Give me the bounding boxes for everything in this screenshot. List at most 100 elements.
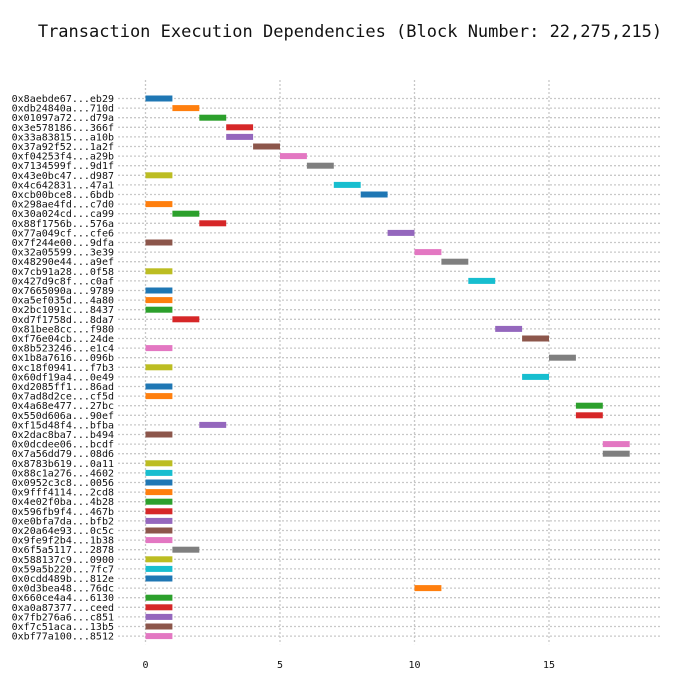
transaction-bar	[145, 287, 173, 294]
transaction-label: 0x59a5b220...7fc7	[12, 564, 114, 575]
transaction-bar	[522, 335, 549, 342]
transaction-label: 0xf04253f4...a29b	[12, 152, 114, 163]
transaction-bar	[145, 201, 173, 208]
transaction-label: 0xc18f0941...f7b3	[12, 363, 114, 374]
transaction-bar	[414, 585, 442, 592]
x-tick-labels: 0 5 10 15	[142, 660, 555, 671]
transaction-bar	[145, 556, 173, 563]
transaction-bar	[226, 133, 254, 140]
transaction-bar	[172, 546, 200, 553]
transaction-label: 0xf76e04cb...24de	[12, 334, 114, 345]
transaction-label: 0x8b523246...e1c4	[12, 344, 114, 355]
transaction-label: 0x37a92f52...1a2f	[12, 142, 114, 153]
transaction-bar	[145, 633, 173, 640]
transaction-label: 0x7cb91a28...0f58	[12, 267, 114, 278]
transaction-bar	[145, 469, 173, 476]
transaction-label: 0xe0bfa7da...bfb2	[12, 516, 114, 527]
transaction-label: 0x48290e44...a9ef	[12, 257, 114, 268]
transaction-label: 0x88f1756b...576a	[12, 219, 114, 230]
transaction-label: 0x660ce4a4...6130	[12, 593, 114, 604]
transaction-label: 0x4c642831...47a1	[12, 180, 114, 191]
transaction-bar	[145, 393, 173, 400]
transaction-bar	[145, 345, 173, 352]
transaction-label: 0x30a024cd...ca99	[12, 209, 114, 220]
transaction-label: 0x596fb9f4...467b	[12, 507, 114, 518]
transaction-label: 0x588137c9...0900	[12, 555, 114, 566]
transaction-label: 0xa5ef035d...4a80	[12, 296, 114, 307]
transaction-label: 0x01097a72...d79a	[12, 113, 114, 124]
transaction-bar	[253, 143, 280, 150]
transaction-label: 0x7f244e00...9dfa	[12, 238, 114, 249]
transaction-label: 0x427d9c8f...c0af	[12, 276, 114, 287]
transaction-bar	[172, 105, 200, 112]
transaction-label: 0x2bc1091c...8437	[12, 305, 114, 316]
transaction-bar	[145, 498, 173, 505]
transaction-label: 0x32a05599...3e39	[12, 248, 114, 259]
transaction-label: 0x9fe9f2b4...1b38	[12, 536, 114, 547]
transaction-label: 0x8783b619...0a11	[12, 459, 114, 470]
transaction-bar	[145, 297, 173, 304]
transaction-label: 0x0cdd489b...812e	[12, 574, 114, 585]
y-tick-labels: 0x8aebde67...eb290xdb24840a...710d0x0109…	[12, 94, 114, 643]
transaction-label: 0x0952c3c8...0056	[12, 478, 114, 489]
transaction-label: 0xd2085ff1...86ad	[12, 382, 114, 393]
transaction-label: 0x77a049cf...cfe6	[12, 228, 114, 239]
transaction-label: 0x7a56dd79...08d6	[12, 449, 114, 460]
grid-layer	[118, 80, 660, 645]
transaction-label: 0x33a83815...a10b	[12, 132, 114, 143]
x-tick-label: 10	[408, 660, 420, 671]
transaction-label: 0x20a64e93...0c5c	[12, 526, 114, 537]
transaction-label: 0x4a68e477...27bc	[12, 401, 114, 412]
transaction-label: 0x60df19a4...0e49	[12, 372, 114, 383]
transaction-label: 0x1b8a7616...096b	[12, 353, 114, 364]
transaction-bar	[145, 383, 173, 390]
transaction-label: 0x81bee8cc...f980	[12, 324, 114, 335]
transaction-bar	[575, 402, 603, 409]
transaction-bar	[145, 508, 173, 515]
transaction-label: 0xd7f1758d...8da7	[12, 315, 114, 326]
transaction-label: 0xf15d48f4...bfba	[12, 420, 114, 431]
transaction-label: 0xbf77a100...8512	[12, 632, 114, 643]
transaction-bar	[145, 95, 173, 102]
transaction-label: 0x7fb276a6...c851	[12, 612, 114, 623]
transaction-label: 0xdb24840a...710d	[12, 104, 114, 115]
transaction-label: 0xcb00bce8...6bdb	[12, 190, 114, 201]
transaction-label: 0x9fff4114...2cd8	[12, 488, 114, 499]
transaction-bar	[306, 162, 334, 169]
transaction-label: 0x7665090a...9789	[12, 286, 114, 297]
transaction-label: 0x6f5a5117...2878	[12, 545, 114, 556]
transaction-label: 0x7134599f...9d1f	[12, 161, 114, 172]
x-tick-label: 5	[277, 660, 283, 671]
transaction-bar	[414, 249, 442, 256]
transaction-bar	[226, 124, 254, 131]
transaction-label: 0x7ad8d2ce...cf5d	[12, 392, 114, 403]
transaction-bar	[145, 623, 173, 630]
transaction-bar	[199, 421, 227, 428]
transaction-label: 0x0dcdee06...bcdf	[12, 440, 114, 451]
transaction-bar	[145, 268, 173, 275]
transaction-label: 0x298ae4fd...c7d0	[12, 200, 114, 211]
transaction-bar	[172, 316, 200, 323]
transaction-bar	[145, 489, 173, 496]
transaction-label: 0x43e0bc47...d987	[12, 171, 114, 182]
transaction-label: 0xf7c51aca...13b5	[12, 622, 114, 633]
transaction-label: 0x8aebde67...eb29	[12, 94, 114, 105]
transaction-bar	[145, 527, 173, 534]
transaction-bar	[145, 306, 173, 313]
transaction-bar	[145, 565, 173, 572]
transaction-bar	[145, 479, 173, 486]
transaction-bar	[145, 460, 173, 467]
transaction-bar	[360, 191, 388, 198]
transaction-bar	[145, 172, 173, 179]
transaction-label: 0x0d3bea48...76dc	[12, 584, 114, 595]
transaction-label: 0x88c1a276...4602	[12, 468, 114, 479]
transaction-bar	[495, 325, 523, 332]
transaction-bar	[145, 537, 173, 544]
transaction-bar	[575, 412, 603, 419]
transaction-bar	[387, 229, 415, 236]
x-tick-label: 15	[543, 660, 555, 671]
transaction-bar	[441, 258, 469, 265]
transaction-bar	[145, 594, 173, 601]
x-tick-label: 0	[142, 660, 148, 671]
